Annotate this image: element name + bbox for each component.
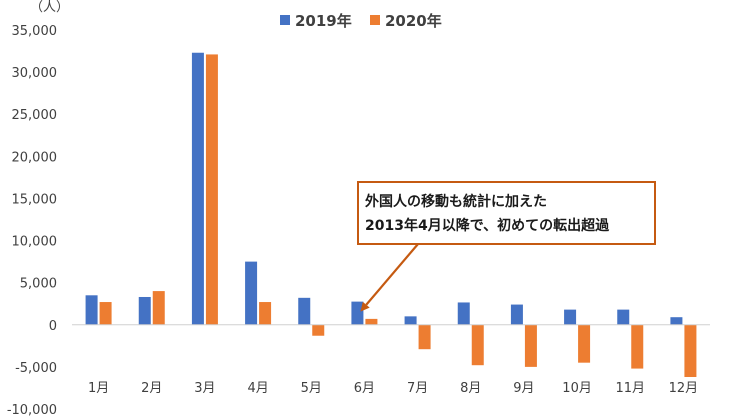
y-tick-label: 10,000 xyxy=(12,235,58,250)
bar-2019-8 xyxy=(457,302,470,325)
annotation-arrowhead xyxy=(360,301,370,312)
annotation-line-2: 2013年4月以降で、初めての転出超過 xyxy=(365,217,610,234)
bar-2019-6 xyxy=(351,301,364,325)
bar-2019-4 xyxy=(245,261,258,325)
bar-2020-7 xyxy=(418,324,431,350)
annotation-arrow xyxy=(365,243,419,306)
y-tick-label: 25,000 xyxy=(12,108,58,123)
annotation-line-1: 外国人の移動も統計に加えた xyxy=(365,193,547,210)
annotation-callout: 外国人の移動も統計に加えた 2013年4月以降で、初めての転出超過 xyxy=(357,181,656,312)
x-tick-label: 3月 xyxy=(194,381,215,396)
y-tick-label: 30,000 xyxy=(12,66,58,81)
y-tick-label: 20,000 xyxy=(12,150,58,165)
x-tick-label: 12月 xyxy=(669,381,699,396)
bars xyxy=(85,52,697,377)
x-tick-label: 11月 xyxy=(615,381,645,396)
bar-2019-1 xyxy=(85,295,98,325)
y-tick-label: 35,000 xyxy=(12,24,58,39)
bar-2019-11 xyxy=(617,309,630,325)
y-tick-label: 5,000 xyxy=(20,277,57,292)
bar-2019-7 xyxy=(404,316,417,325)
bar-2020-2 xyxy=(152,291,165,325)
x-tick-label: 6月 xyxy=(354,381,375,396)
bar-2020-3 xyxy=(205,54,218,325)
y-tick-label: 15,000 xyxy=(12,192,58,207)
bar-2020-5 xyxy=(312,324,325,336)
bar-2020-1 xyxy=(99,302,112,325)
bar-2019-12 xyxy=(670,317,683,325)
x-tick-label: 1月 xyxy=(88,381,109,396)
bar-2020-12 xyxy=(684,324,697,377)
y-tick-label: -5,000 xyxy=(15,361,57,376)
bar-2020-4 xyxy=(259,302,272,325)
y-axis-ticks: 35,000 30,000 25,000 20,000 15,000 10,000 5,00… xyxy=(7,24,57,418)
bar-2020-6 xyxy=(365,318,378,325)
bar-2019-3 xyxy=(191,52,204,325)
x-tick-label: 4月 xyxy=(247,381,268,396)
y-tick-label: -10,000 xyxy=(7,403,57,418)
bar-2019-5 xyxy=(298,297,311,325)
x-tick-label: 10月 xyxy=(562,381,592,396)
legend-swatch-2020 xyxy=(370,15,380,25)
y-axis-unit-label: （人） xyxy=(30,0,69,15)
bar-2019-9 xyxy=(510,304,523,325)
x-axis-labels: 1月 2月 3月 4月 5月 6月 7月 8月 9月 10月 11月 12月 xyxy=(88,381,698,396)
bar-2019-10 xyxy=(564,309,577,325)
legend-label-2019: 2019年 xyxy=(295,12,352,30)
x-tick-label: 8月 xyxy=(460,381,481,396)
bar-2020-10 xyxy=(578,324,591,363)
x-tick-label: 9月 xyxy=(513,381,534,396)
x-tick-label: 5月 xyxy=(301,381,322,396)
bar-2020-9 xyxy=(524,324,537,367)
legend: 2019年 2020年 xyxy=(280,12,442,30)
y-tick-label: 0 xyxy=(49,319,57,334)
bar-2019-2 xyxy=(138,296,151,325)
legend-label-2020: 2020年 xyxy=(385,12,442,30)
legend-swatch-2019 xyxy=(280,15,290,25)
bar-2020-11 xyxy=(631,324,644,369)
annotation-box xyxy=(357,181,656,245)
x-tick-label: 7月 xyxy=(407,381,428,396)
x-tick-label: 2月 xyxy=(141,381,162,396)
bar-2020-8 xyxy=(471,324,484,366)
